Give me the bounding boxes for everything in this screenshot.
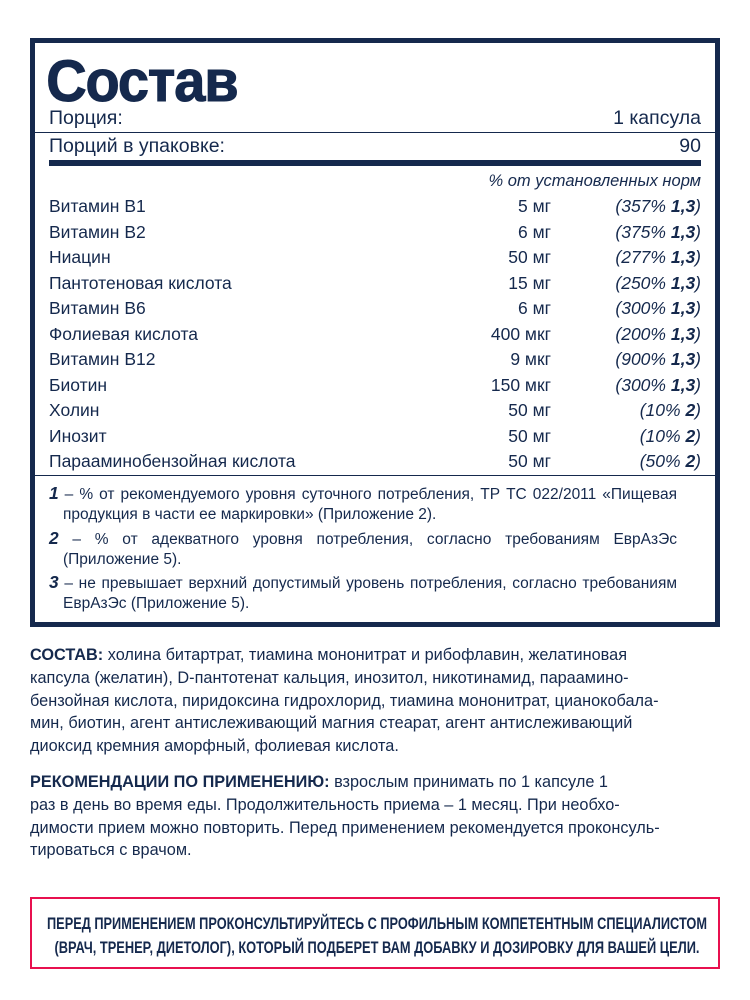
svg-text:(ВРАЧ, ТРЕНЕР, ДИЕТОЛОГ), КОТО: (ВРАЧ, ТРЕНЕР, ДИЕТОЛОГ), КОТОРЫЙ ПОДБЕР… — [55, 938, 700, 957]
svg-text:ПЕРЕД ПРИМЕНЕНИЕМ ПРОКОНСУЛЬТИ: ПЕРЕД ПРИМЕНЕНИЕМ ПРОКОНСУЛЬТИРУЙТЕСЬ С … — [47, 914, 707, 933]
